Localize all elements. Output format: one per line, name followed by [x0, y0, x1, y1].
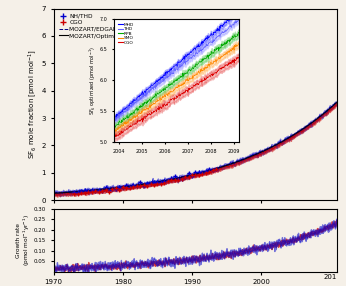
Legend: MHD, THD, RPB, SMO, CGO: MHD, THD, RPB, SMO, CGO — [116, 21, 136, 47]
Y-axis label: SF$_6$ mole fraction [pmol mol$^{-1}$]: SF$_6$ mole fraction [pmol mol$^{-1}$] — [26, 49, 39, 159]
Y-axis label: Growth rate
(pmol mol$^{-1}$yr$^{-1}$): Growth rate (pmol mol$^{-1}$yr$^{-1}$) — [16, 214, 33, 266]
Text: 201: 201 — [324, 274, 337, 280]
Legend: NH/THD, CGO, MOZART/EDGAR v4, MOZART/Optimized emissions: NH/THD, CGO, MOZART/EDGAR v4, MOZART/Opt… — [56, 11, 160, 41]
Y-axis label: SF$_6$ optimized (pmol mol$^{-1}$): SF$_6$ optimized (pmol mol$^{-1}$) — [88, 46, 98, 114]
